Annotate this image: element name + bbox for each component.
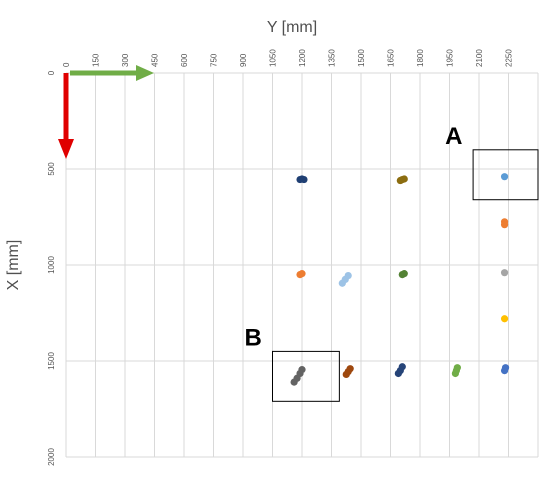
arrow-head-red xyxy=(58,139,74,159)
x-tick-label: 450 xyxy=(151,53,160,67)
annotation-box xyxy=(472,149,539,201)
x-tick-label: 750 xyxy=(210,53,219,67)
data-point xyxy=(344,271,352,280)
x-axis-title: Y [mm] xyxy=(267,19,317,36)
x-tick-label: 2250 xyxy=(505,49,514,67)
data-point xyxy=(500,221,509,229)
y-tick-labels: 0 500 1000 1500 2000 xyxy=(47,70,56,466)
x-tick-label: 1800 xyxy=(416,49,425,67)
data-point xyxy=(298,366,306,374)
x-tick-label: 1350 xyxy=(328,49,337,67)
direction-arrows xyxy=(58,65,154,159)
x-tick-label: 1500 xyxy=(357,49,366,67)
data-point xyxy=(500,315,509,323)
x-tick-label: 1950 xyxy=(446,49,455,67)
x-tick-label: 1200 xyxy=(298,49,307,67)
annotation-label: B xyxy=(245,324,262,351)
data-points xyxy=(290,173,510,386)
y-tick-label: 0 xyxy=(47,70,56,75)
annotation-label: A xyxy=(445,123,462,150)
data-point xyxy=(300,175,308,184)
data-point xyxy=(398,363,406,371)
y-tick-label: 2000 xyxy=(47,448,56,466)
y-tick-label: 1000 xyxy=(47,256,56,274)
annotation-boxes: AB xyxy=(245,123,539,402)
data-point xyxy=(501,364,510,372)
data-point xyxy=(400,175,408,183)
y-tick-label: 1500 xyxy=(47,352,56,370)
x-tick-label: 2100 xyxy=(475,49,484,67)
data-point xyxy=(346,365,354,373)
data-point xyxy=(500,173,509,181)
data-point xyxy=(298,270,306,278)
x-tick-label: 1650 xyxy=(387,49,396,67)
annotation-box xyxy=(272,350,340,402)
x-tick-label: 600 xyxy=(180,53,189,67)
arrow-head-green xyxy=(136,65,154,81)
x-tick-label: 150 xyxy=(92,53,101,67)
grid xyxy=(65,72,539,458)
y-tick-label: 500 xyxy=(47,162,56,176)
data-point xyxy=(453,364,461,372)
x-tick-labels: 0 150 300 450 600 750 900 1050 1200 1350 1500 1650 1… xyxy=(62,49,514,67)
x-tick-label: 300 xyxy=(121,53,130,67)
y-axis-title: X [mm] xyxy=(5,240,22,291)
data-point xyxy=(500,269,509,277)
x-tick-label: 1050 xyxy=(269,49,278,67)
x-tick-label: 900 xyxy=(239,53,248,67)
x-tick-label: 0 xyxy=(62,62,71,67)
data-point xyxy=(400,270,408,278)
